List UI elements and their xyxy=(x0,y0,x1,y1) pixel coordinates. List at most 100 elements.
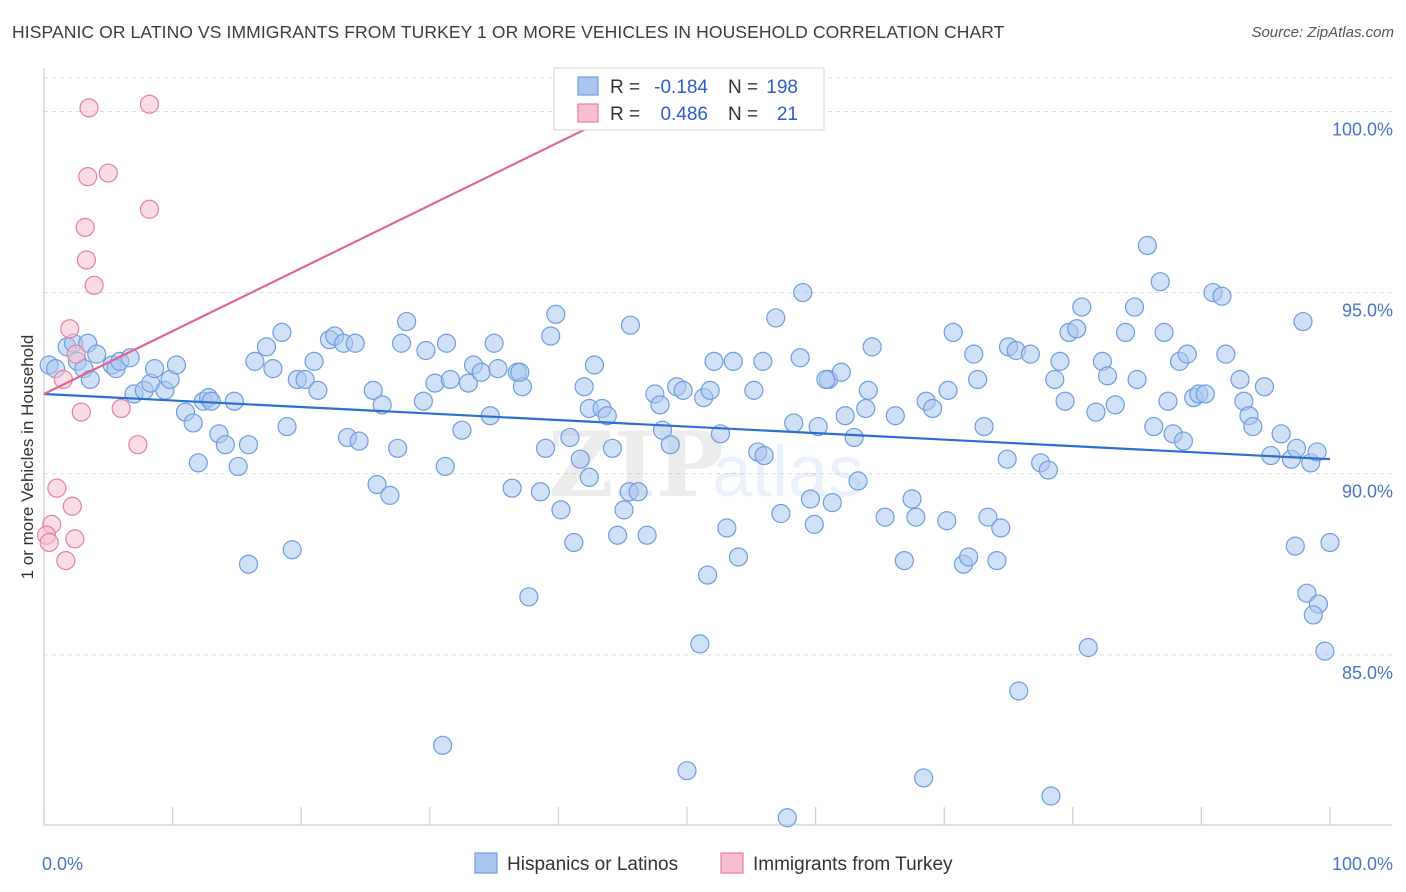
hispanics-point-58 xyxy=(436,333,457,353)
hispanics-point-172 xyxy=(1216,344,1236,364)
y-tick-label-1: 90.0% xyxy=(1342,482,1393,502)
hispanics-point-104 xyxy=(723,351,743,371)
hispanics-point-60 xyxy=(440,369,460,390)
hispanics-point-130 xyxy=(938,380,958,400)
hispanics-point-125 xyxy=(885,406,905,426)
turkey-point-11 xyxy=(71,402,91,422)
hispanics-point-195 xyxy=(1041,786,1061,806)
hispanics-point-27 xyxy=(215,435,235,455)
hispanics-point-189 xyxy=(1315,641,1335,661)
hispanics-point-190 xyxy=(1320,532,1340,553)
chart-title: HISPANIC OR LATINO VS IMMIGRANTS FROM TU… xyxy=(12,22,1005,42)
hispanics-point-66 xyxy=(484,333,504,353)
hispanics-point-95 xyxy=(660,435,680,455)
hispanics-point-32 xyxy=(245,351,265,371)
hispanics-point-75 xyxy=(546,304,566,324)
hispanics-point-106 xyxy=(744,380,764,400)
hispanics-point-80 xyxy=(574,377,594,397)
hispanics-point-206 xyxy=(974,416,994,437)
hispanics-point-197 xyxy=(510,362,530,382)
hispanics-point-34 xyxy=(263,359,283,379)
hispanics-point-55 xyxy=(413,391,433,411)
hispanics-point-50 xyxy=(372,395,392,415)
hispanics-point-112 xyxy=(790,348,810,368)
hispanics-point-163 xyxy=(1154,322,1174,343)
hispanics-point-73 xyxy=(535,438,556,458)
hispanics-point-59 xyxy=(435,456,455,477)
hispanics-point-71 xyxy=(519,587,539,607)
hispanics-point-86 xyxy=(607,525,628,545)
turkey-point-8 xyxy=(60,319,80,339)
hispanics-point-205 xyxy=(906,507,926,527)
hispanics-point-119 xyxy=(835,406,855,426)
hispanics-point-171 xyxy=(1212,286,1232,306)
hispanics-point-144 xyxy=(1020,344,1040,364)
hispanics-point-33 xyxy=(256,337,277,357)
hispanics-point-135 xyxy=(964,344,984,364)
hispanics-point-123 xyxy=(862,337,882,357)
hispanics-point-67 xyxy=(488,359,508,379)
hispanics-point-207 xyxy=(1173,431,1193,451)
hispanics-point-126 xyxy=(894,550,914,571)
hispanics-point-181 xyxy=(1286,438,1307,458)
hispanics-point-153 xyxy=(1086,402,1106,422)
turkey-point-13 xyxy=(128,435,148,455)
hispanics-point-98 xyxy=(690,634,710,654)
hispanics-point-115 xyxy=(808,416,828,437)
hispanics-point-152 xyxy=(1078,637,1098,658)
hispanics-point-31 xyxy=(238,554,259,574)
hispanics-point-129 xyxy=(923,398,943,419)
legend-box: R = -0.184 N = 198 R = 0.486 N = 21 xyxy=(553,67,825,131)
hispanics-point-41 xyxy=(308,380,328,400)
legend-n-value-1: 198 xyxy=(766,77,798,98)
legend-n-value-2: 21 xyxy=(777,104,798,125)
hispanics-point-193 xyxy=(777,808,797,828)
hispanics-point-117 xyxy=(822,493,842,513)
hispanics-point-169 xyxy=(1195,384,1215,404)
hispanics-point-118 xyxy=(831,362,851,382)
legend-n-label-1: N = xyxy=(728,77,758,98)
series-hispanics-points xyxy=(39,235,1340,828)
y-tick-labels: 85.0% 90.0% 95.0% 100.0% xyxy=(1332,119,1393,682)
legend-n-label-2: N = xyxy=(728,104,758,125)
hispanics-point-109 xyxy=(766,308,786,328)
hispanics-point-184 xyxy=(1307,442,1327,462)
hispanics-point-200 xyxy=(858,380,878,400)
hispanics-point-148 xyxy=(1050,351,1070,371)
hispanics-point-111 xyxy=(784,413,804,433)
hispanics-point-177 xyxy=(1254,377,1275,397)
hispanics-point-16 xyxy=(144,359,165,379)
trend-line-turkey xyxy=(43,106,630,395)
hispanics-point-124 xyxy=(875,507,895,527)
hispanics-point-93 xyxy=(650,395,670,415)
hispanics-point-201 xyxy=(1055,391,1075,411)
legend-r-value-2: 0.486 xyxy=(660,104,708,125)
hispanics-point-76 xyxy=(551,500,571,520)
turkey-point-5 xyxy=(139,199,160,219)
y-tick-label-3: 100.0% xyxy=(1332,119,1393,139)
y-tick-label-0: 85.0% xyxy=(1342,663,1393,683)
hispanics-point-139 xyxy=(991,518,1011,538)
hispanics-point-35 xyxy=(272,322,292,343)
turkey-point-1 xyxy=(78,167,98,187)
hispanics-point-127 xyxy=(902,489,922,509)
hispanics-point-52 xyxy=(388,438,408,458)
hispanics-point-77 xyxy=(560,427,580,448)
hispanics-point-120 xyxy=(844,427,864,448)
x-tick-label-min: 0.0% xyxy=(42,854,83,874)
trend-line-hispanics xyxy=(43,392,1331,461)
axes xyxy=(43,68,1392,826)
turkey-point-15 xyxy=(62,496,82,516)
bottom-legend-label-hispanics: Hispanics or Latinos xyxy=(507,854,678,875)
hispanics-point-173 xyxy=(1230,369,1250,390)
x-tick-label-max: 100.0% xyxy=(1332,854,1393,874)
hispanics-point-110 xyxy=(771,503,791,524)
hispanics-point-158 xyxy=(1124,297,1145,317)
hispanics-point-105 xyxy=(728,547,749,567)
hispanics-point-39 xyxy=(295,369,315,390)
y-axis-label: 1 or more Vehicles in Household xyxy=(18,335,37,580)
hispanics-point-56 xyxy=(416,340,436,361)
turkey-point-3 xyxy=(75,217,95,237)
turkey-point-0 xyxy=(79,98,99,118)
